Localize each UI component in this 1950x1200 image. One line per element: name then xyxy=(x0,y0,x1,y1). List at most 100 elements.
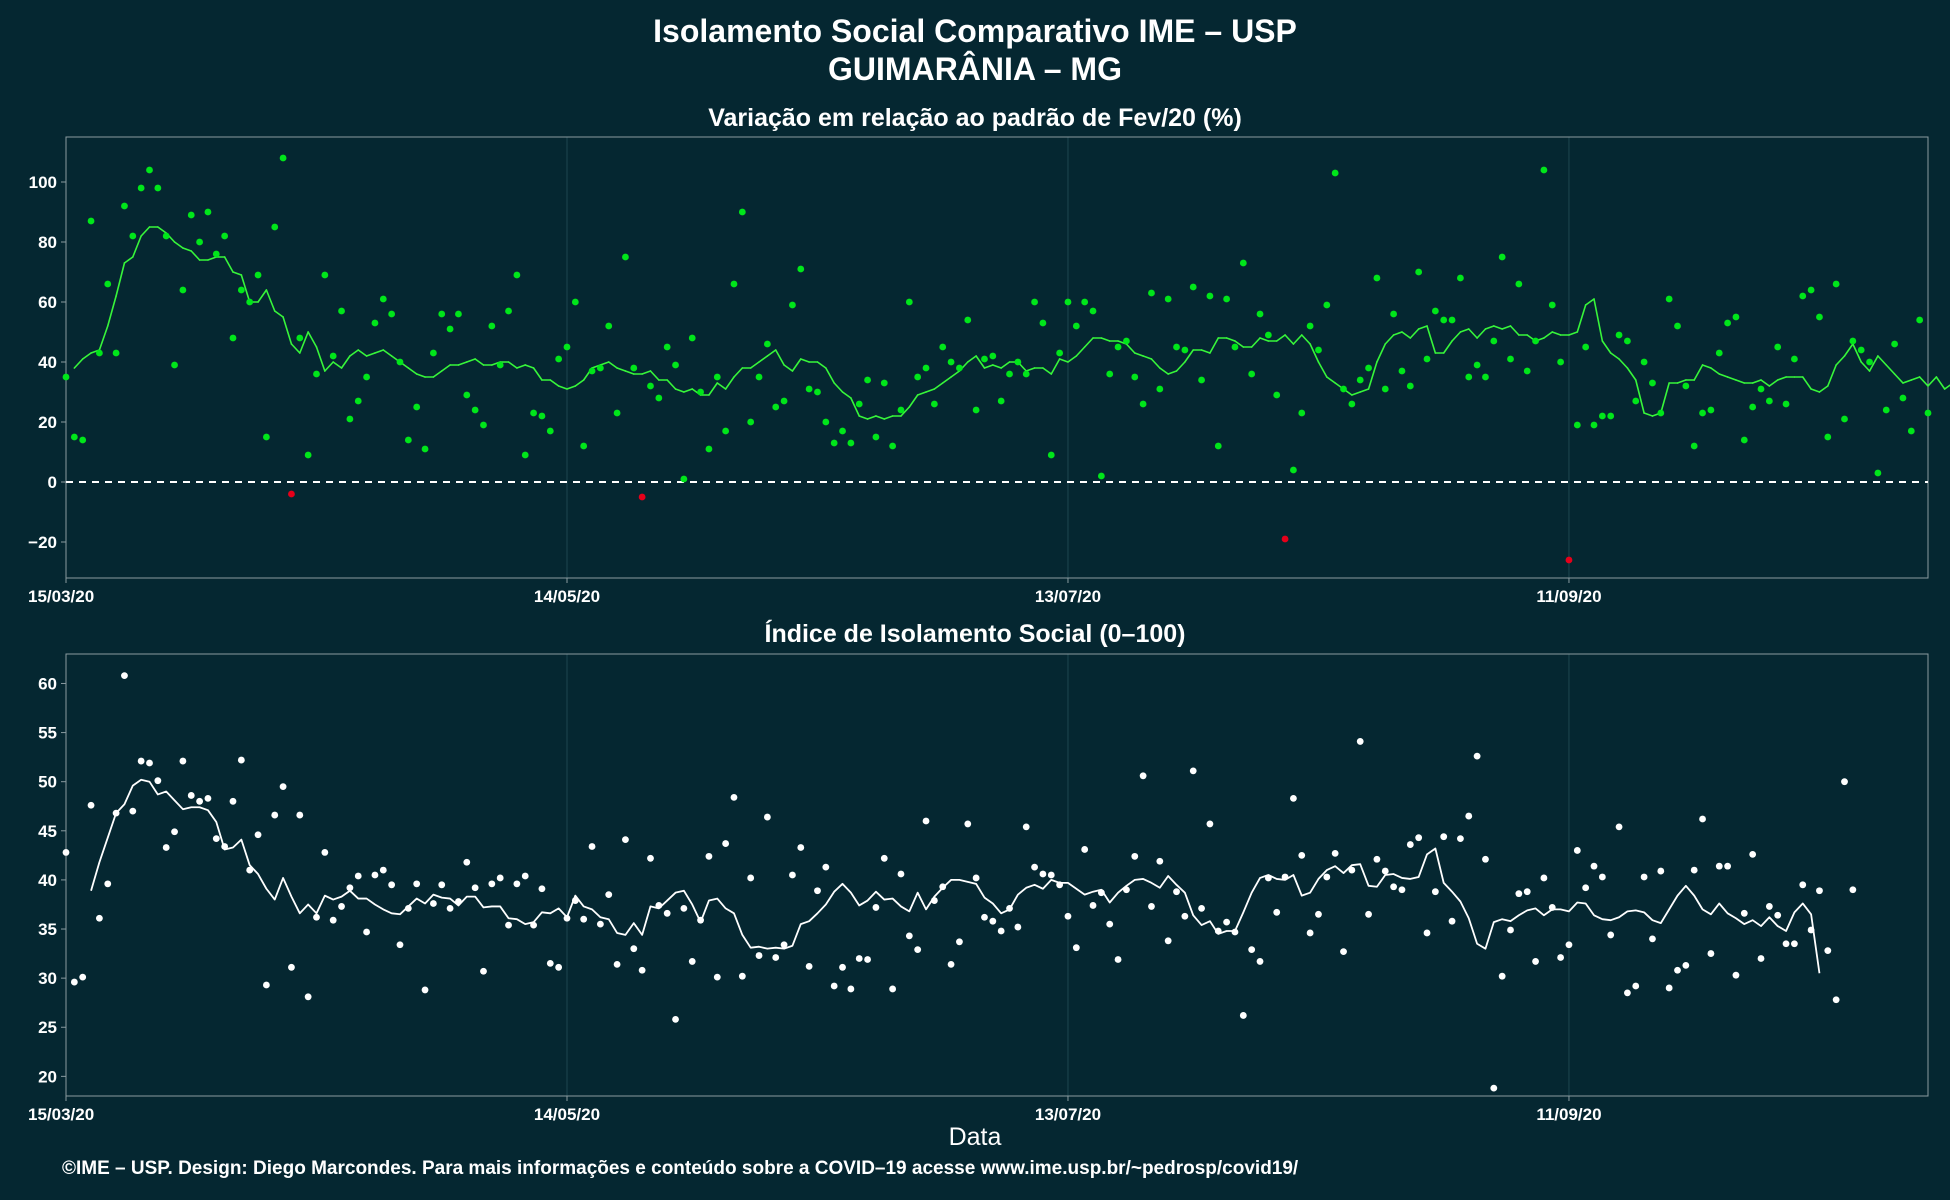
data-point xyxy=(997,397,1005,405)
series-line-segment xyxy=(532,367,543,381)
data-point xyxy=(87,801,95,809)
series-line-segment xyxy=(1918,376,1929,387)
series-line-segment xyxy=(599,361,610,366)
data-point xyxy=(1765,903,1773,910)
y-tick-label: 100 xyxy=(29,173,57,192)
data-point xyxy=(596,920,604,928)
data-point xyxy=(1406,382,1414,390)
data-point xyxy=(1064,298,1072,306)
data-point xyxy=(396,941,404,949)
series-line-segment xyxy=(925,388,936,393)
series-line-segment xyxy=(1359,388,1370,393)
panel-1-title: Variação em relação ao padrão de Fev/20 … xyxy=(708,104,1242,132)
series-line-segment xyxy=(841,391,852,399)
data-point xyxy=(221,232,229,240)
series-line-segment xyxy=(1025,367,1036,372)
data-point xyxy=(129,232,137,240)
series-line-segment xyxy=(566,385,577,390)
series-line-segment xyxy=(507,361,518,369)
data-point xyxy=(1148,289,1155,297)
series-line-segment xyxy=(332,361,343,369)
series-line-segment xyxy=(758,355,769,363)
data-point xyxy=(1123,337,1130,345)
data-point xyxy=(772,954,780,961)
series-line-segment xyxy=(1776,376,1787,381)
data-point xyxy=(1707,950,1715,957)
y-tick-label: 25 xyxy=(38,1018,57,1037)
data-point xyxy=(262,433,270,441)
data-point xyxy=(638,493,646,501)
data-point xyxy=(404,436,412,444)
series-line-segment xyxy=(524,364,535,369)
data-point xyxy=(972,406,980,414)
series-line-segment xyxy=(173,241,184,249)
series-line-segment xyxy=(833,382,844,393)
data-point xyxy=(805,385,813,393)
data-point xyxy=(1515,280,1523,288)
data-point xyxy=(162,844,170,851)
data-point xyxy=(738,208,746,216)
data-point xyxy=(137,757,145,765)
data-point xyxy=(354,397,362,405)
series-line-segment xyxy=(1442,340,1453,354)
series-line-segment xyxy=(1609,352,1620,360)
data-point xyxy=(1532,337,1539,345)
data-point xyxy=(1632,397,1640,405)
series-line-segment xyxy=(1943,384,1950,390)
y-tick-label: −20 xyxy=(28,533,57,552)
data-point xyxy=(1173,343,1180,351)
series-line-segment xyxy=(1710,367,1721,375)
data-point xyxy=(1891,340,1899,348)
data-point xyxy=(872,433,880,441)
data-point xyxy=(480,421,487,429)
data-point xyxy=(1072,322,1080,330)
data-point xyxy=(680,475,688,483)
data-point xyxy=(1315,910,1322,918)
chart-subtitle: GUIMARÂNIA – MG xyxy=(828,51,1122,87)
series-line-segment xyxy=(733,367,744,378)
data-point xyxy=(1624,989,1631,997)
data-point xyxy=(1690,866,1698,874)
data-point xyxy=(70,978,78,986)
data-point xyxy=(997,927,1005,935)
data-point xyxy=(171,828,178,836)
data-point xyxy=(1590,421,1598,429)
series-line-segment xyxy=(1801,376,1812,390)
data-point xyxy=(404,904,412,912)
series-line-segment xyxy=(1584,298,1595,306)
y-tick-label: 40 xyxy=(38,353,57,372)
data-point xyxy=(981,913,988,921)
data-point xyxy=(1715,349,1723,357)
data-point xyxy=(1356,738,1364,745)
data-point xyxy=(237,756,245,764)
x-tick-label: 14/05/20 xyxy=(534,587,600,606)
series-line-segment xyxy=(1693,364,1704,381)
data-point xyxy=(1156,385,1164,393)
series-line-segment xyxy=(1042,367,1053,375)
series-line xyxy=(90,778,1821,974)
data-point xyxy=(254,831,262,839)
data-point xyxy=(1791,940,1798,948)
series-line-segment xyxy=(1284,334,1295,345)
data-point xyxy=(1665,295,1673,303)
series-line-segment xyxy=(1476,328,1487,339)
data-point xyxy=(1039,319,1047,327)
data-point xyxy=(1047,451,1055,459)
series-line-segment xyxy=(616,367,627,372)
data-point xyxy=(1916,316,1924,324)
data-point xyxy=(396,358,404,366)
data-point xyxy=(171,361,178,369)
data-point xyxy=(1381,867,1389,875)
data-point xyxy=(914,946,922,954)
data-point xyxy=(521,872,529,880)
data-point xyxy=(1365,364,1372,372)
data-point xyxy=(822,863,830,871)
data-point xyxy=(939,343,947,351)
data-point xyxy=(463,858,471,866)
data-point xyxy=(288,490,295,498)
y-tick-label: 20 xyxy=(38,1067,57,1086)
data-point xyxy=(705,445,713,453)
data-point xyxy=(763,813,771,821)
data-point xyxy=(1607,412,1615,420)
series-line-segment xyxy=(983,364,994,369)
